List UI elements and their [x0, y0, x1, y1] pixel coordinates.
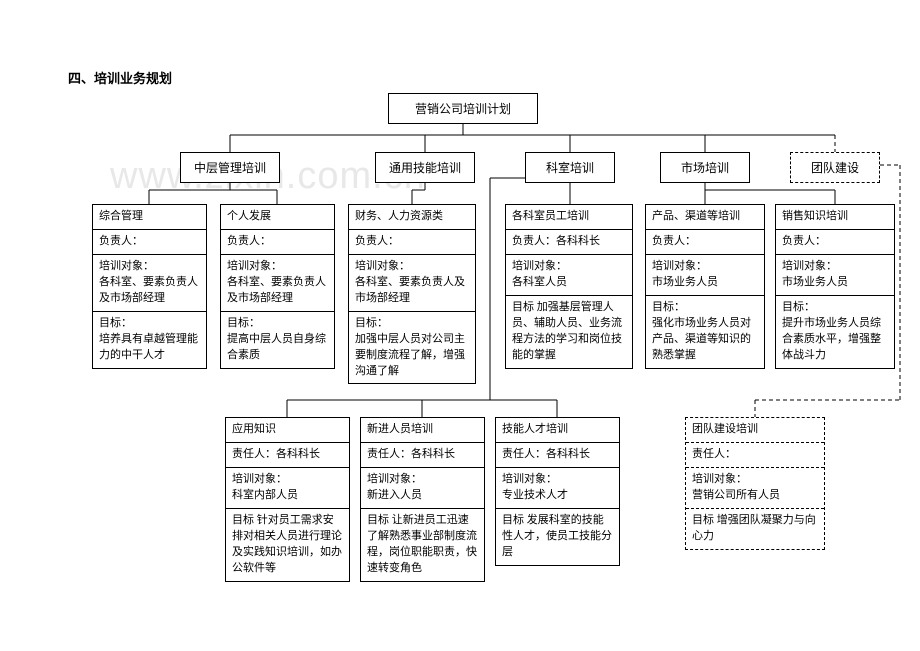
skill-talent-target: 培训对象： 专业技术人才 [496, 467, 619, 508]
fin-hr-goal: 目标： 加强中层人员对公司主要制度流程了解，增强沟通了解 [349, 311, 475, 384]
dept-staff-box: 各科室员工培训 负责人：各科科长 培训对象： 各科室人员 目标 加强基层管理人员… [505, 204, 633, 369]
app-know-goal: 目标 针对员工需求安排对相关人员进行理论及实践知识培训，如办公软件等 [226, 508, 349, 581]
personal-dev-owner: 负责人： [221, 229, 334, 254]
dept-staff-title: 各科室员工培训 [506, 205, 632, 229]
personal-dev-box: 个人发展 负责人： 培训对象： 各科室、要素负责人及市场部经理 目标： 提高中层… [220, 204, 335, 369]
dept-staff-target: 培训对象： 各科室人员 [506, 254, 632, 295]
skill-talent-title: 技能人才培训 [496, 418, 619, 442]
skill-talent-goal: 目标 发展科室的技能性人才，使员工技能分层 [496, 508, 619, 565]
team-build-box: 团队建设培训 责任人： 培训对象： 营销公司所有人员 目标 增强团队凝聚力与向心… [685, 417, 825, 550]
fin-hr-box: 财务、人力资源类 负责人： 培训对象： 各科室、要素负责人及市场部经理 目标： … [348, 204, 476, 384]
team-build-owner: 责任人： [686, 442, 824, 467]
new-staff-box: 新进人员培训 责任人：各科科长 培训对象： 新进入人员 目标 让新进员工迅速了解… [360, 417, 485, 582]
app-know-title: 应用知识 [226, 418, 349, 442]
team-build-title: 团队建设培训 [686, 418, 824, 442]
team-label: 团队建设 [791, 153, 879, 182]
dept-label: 科室培训 [526, 153, 614, 182]
general-skill-label: 通用技能培训 [376, 153, 474, 182]
mid-mgmt-label: 中层管理培训 [181, 153, 279, 182]
dept-staff-owner: 负责人：各科科长 [506, 229, 632, 254]
comp-mgmt-goal: 目标： 培养具有卓越管理能力的中干人才 [93, 311, 206, 368]
dept-staff-goal: 目标 加强基层管理人员、辅助人员、业务流程方法的学习和岗位技能的掌握 [506, 295, 632, 368]
team-build-target: 培训对象： 营销公司所有人员 [686, 467, 824, 508]
sales-know-box: 销售知识培训 负责人： 培训对象： 市场业务人员 目标： 提升市场业务人员综合素… [775, 204, 895, 369]
app-know-box: 应用知识 责任人：各科科长 培训对象： 科室内部人员 目标 针对员工需求安排对相… [225, 417, 350, 582]
sales-know-goal: 目标： 提升市场业务人员综合素质水平，增强整体战斗力 [776, 295, 894, 368]
prod-channel-owner: 负责人： [646, 229, 764, 254]
personal-dev-goal: 目标： 提高中层人员自身综合素质 [221, 311, 334, 368]
root-label: 营销公司培训计划 [389, 94, 537, 123]
comp-mgmt-owner: 负责人： [93, 229, 206, 254]
root-node: 营销公司培训计划 [388, 93, 538, 124]
mid-mgmt-node: 中层管理培训 [180, 152, 280, 183]
fin-hr-title: 财务、人力资源类 [349, 205, 475, 229]
prod-channel-target: 培训对象： 市场业务人员 [646, 254, 764, 295]
market-node: 市场培训 [660, 152, 750, 183]
personal-dev-target: 培训对象： 各科室、要素负责人及市场部经理 [221, 254, 334, 311]
skill-talent-box: 技能人才培训 责任人：各科科长 培训对象： 专业技术人才 目标 发展科室的技能性… [495, 417, 620, 566]
sales-know-owner: 负责人： [776, 229, 894, 254]
prod-channel-goal: 目标： 强化市场业务人员对产品、渠道等知识的熟悉掌握 [646, 295, 764, 368]
new-staff-owner: 责任人：各科科长 [361, 442, 484, 467]
comp-mgmt-box: 综合管理 负责人： 培训对象： 各科室、要素负责人及市场部经理 目标： 培养具有… [92, 204, 207, 369]
comp-mgmt-title: 综合管理 [93, 205, 206, 229]
dept-node: 科室培训 [525, 152, 615, 183]
new-staff-goal: 目标 让新进员工迅速了解熟悉事业部制度流程，岗位职能职责，快速转变角色 [361, 508, 484, 581]
team-node: 团队建设 [790, 152, 880, 183]
personal-dev-title: 个人发展 [221, 205, 334, 229]
team-build-goal: 目标 增强团队凝聚力与向心力 [686, 508, 824, 549]
new-staff-title: 新进人员培训 [361, 418, 484, 442]
prod-channel-title: 产品、渠道等培训 [646, 205, 764, 229]
sales-know-title: 销售知识培训 [776, 205, 894, 229]
fin-hr-owner: 负责人： [349, 229, 475, 254]
sales-know-target: 培训对象： 市场业务人员 [776, 254, 894, 295]
skill-talent-owner: 责任人：各科科长 [496, 442, 619, 467]
app-know-target: 培训对象： 科室内部人员 [226, 467, 349, 508]
general-skill-node: 通用技能培训 [375, 152, 475, 183]
prod-channel-box: 产品、渠道等培训 负责人： 培训对象： 市场业务人员 目标： 强化市场业务人员对… [645, 204, 765, 369]
app-know-owner: 责任人：各科科长 [226, 442, 349, 467]
fin-hr-target: 培训对象： 各科室、要素负责人及市场部经理 [349, 254, 475, 311]
comp-mgmt-target: 培训对象： 各科室、要素负责人及市场部经理 [93, 254, 206, 311]
market-label: 市场培训 [661, 153, 749, 182]
new-staff-target: 培训对象： 新进入人员 [361, 467, 484, 508]
